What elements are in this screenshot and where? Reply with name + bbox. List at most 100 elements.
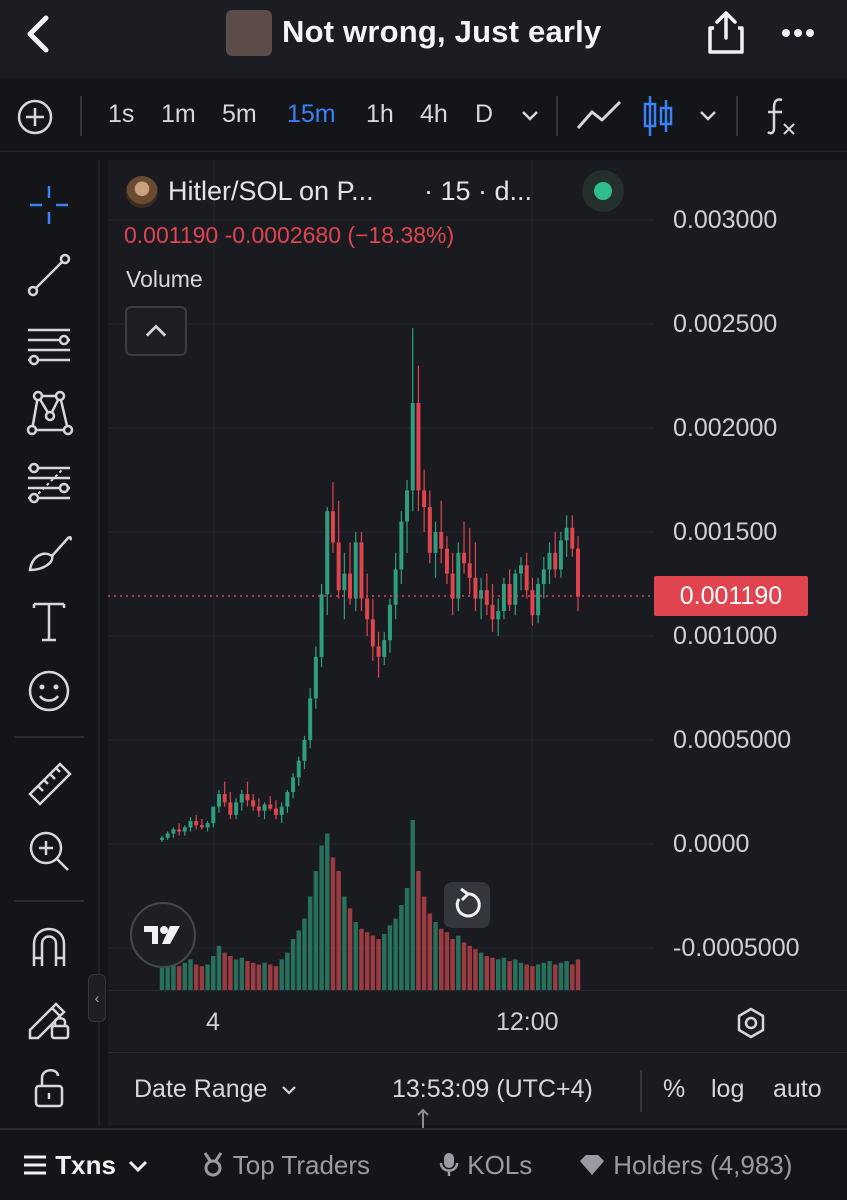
candle-body — [376, 646, 381, 657]
volume-bar — [461, 942, 467, 990]
unlock-icon[interactable] — [22, 1060, 76, 1114]
volume-bar — [182, 962, 188, 990]
tab-txns[interactable]: Txns — [22, 1150, 149, 1181]
volume-bar — [342, 896, 347, 990]
timeframe-1m[interactable]: 1m — [161, 100, 196, 128]
add-indicator-icon[interactable] — [16, 98, 54, 136]
horizontal-lines-icon[interactable] — [22, 318, 76, 372]
fib-retracement-icon[interactable] — [22, 456, 76, 510]
page-title: Not wrong, Just early — [282, 14, 602, 49]
trend-line-icon[interactable] — [22, 248, 76, 302]
zoom-in-icon[interactable] — [22, 824, 76, 878]
candle-body — [234, 802, 239, 815]
chart-canvas[interactable] — [108, 160, 847, 1125]
volume-bar — [245, 961, 250, 990]
app-header: Not wrong, Just early — [0, 0, 847, 78]
auto-scale-toggle[interactable]: auto — [773, 1075, 822, 1103]
volume-bar — [421, 896, 427, 990]
volume-indicator-label[interactable]: Volume — [126, 266, 203, 292]
candle-body — [216, 794, 221, 807]
percent-scale-toggle[interactable]: % — [663, 1075, 686, 1103]
volume-bar — [416, 871, 421, 990]
timeframe-1s[interactable]: 1s — [108, 100, 135, 128]
volume-bar — [513, 959, 518, 990]
tab-top-traders-label: Top Traders — [232, 1150, 371, 1180]
volume-bar — [439, 928, 444, 990]
current-time[interactable]: 13:53:09 (UTC+4) — [392, 1075, 593, 1103]
candle-body — [422, 490, 427, 508]
volume-bar — [473, 949, 478, 990]
candle-body — [211, 806, 216, 824]
candle-body — [410, 403, 415, 491]
timeframe-1h[interactable]: 1h — [366, 100, 394, 128]
volume-bar — [410, 820, 415, 990]
candle-body — [519, 565, 524, 574]
timeframe-4h[interactable]: 4h — [420, 100, 448, 128]
volume-bar — [262, 962, 267, 990]
candle-body — [188, 821, 193, 828]
candle-body — [570, 527, 575, 549]
pattern-tool-icon[interactable] — [22, 386, 76, 440]
rail-collapse-handle[interactable]: ‹ — [88, 974, 106, 1022]
volume-bar — [495, 959, 501, 990]
chart-toolbar: 1s 1m 5m 15m 1h 4h D — [0, 78, 847, 152]
toolbar-divider — [736, 96, 738, 136]
magnet-icon[interactable] — [22, 920, 76, 974]
tab-holders-label: Holders (4,983) — [613, 1150, 793, 1180]
volume-bar — [256, 964, 262, 990]
more-options-icon[interactable] — [776, 18, 820, 48]
date-range-selector[interactable]: Date Range — [134, 1075, 298, 1104]
rail-divider — [14, 736, 84, 738]
volume-bar — [564, 961, 569, 990]
timeframe-dropdown-chevron-icon[interactable] — [518, 106, 542, 126]
symbol-name[interactable]: Hitler/SOL on P... — [168, 176, 374, 206]
candle-body — [416, 403, 421, 491]
emoji-icon[interactable] — [22, 664, 76, 718]
log-scale-toggle[interactable]: log — [711, 1075, 745, 1103]
share-icon[interactable] — [704, 10, 748, 56]
tab-holders[interactable]: Holders (4,983) — [578, 1150, 792, 1181]
candle-body — [530, 590, 535, 616]
line-chart-icon[interactable] — [574, 98, 624, 134]
candle-body — [165, 833, 170, 838]
candle-body — [433, 532, 438, 553]
candle-body — [564, 527, 569, 541]
text-tool-icon[interactable] — [22, 594, 76, 648]
lock-drawings-icon[interactable] — [22, 990, 76, 1044]
price-change: -0.0002680 — [224, 222, 342, 248]
brush-icon[interactable] — [22, 526, 76, 580]
timeframe-15m[interactable]: 15m — [287, 100, 336, 128]
tradingview-logo[interactable] — [130, 902, 196, 968]
chart-type-dropdown-chevron-icon[interactable] — [696, 106, 720, 126]
candle-body — [330, 511, 335, 543]
candle-body — [256, 806, 261, 811]
volume-bar — [222, 952, 227, 990]
collapse-legend-button[interactable] — [125, 306, 187, 356]
timeframe-5m[interactable]: 5m — [222, 100, 257, 128]
ruler-icon[interactable] — [22, 756, 76, 810]
indicators-fx-icon[interactable] — [764, 94, 798, 138]
tab-kols[interactable]: KOLs — [438, 1150, 532, 1181]
candlestick-chart-icon[interactable] — [640, 94, 676, 138]
candle-body — [450, 573, 455, 599]
volume-bar — [159, 962, 165, 990]
tab-top-traders[interactable]: Top Traders — [200, 1150, 370, 1181]
volume-bar — [387, 925, 393, 990]
x-axis-line — [108, 990, 847, 991]
price-chart[interactable]: Hitler/SOL on P... · 15 · d... 0.001190 … — [108, 160, 847, 1125]
candle-body — [313, 656, 318, 699]
crosshair-icon[interactable] — [22, 178, 76, 232]
volume-bar — [193, 964, 199, 990]
candle-body — [467, 563, 472, 578]
volume-bar — [547, 961, 552, 990]
volume-bar — [484, 956, 490, 990]
chart-settings-icon[interactable] — [734, 1006, 768, 1040]
symbol-timeframe: · 15 · d... — [424, 176, 533, 206]
volume-bar — [205, 964, 210, 990]
reset-chart-icon[interactable] — [444, 882, 490, 928]
diamond-icon — [580, 1155, 604, 1175]
token-logo — [126, 176, 158, 208]
volume-bar — [507, 961, 512, 990]
timeframe-D[interactable]: D — [475, 100, 494, 128]
back-arrow-icon[interactable] — [20, 14, 56, 54]
